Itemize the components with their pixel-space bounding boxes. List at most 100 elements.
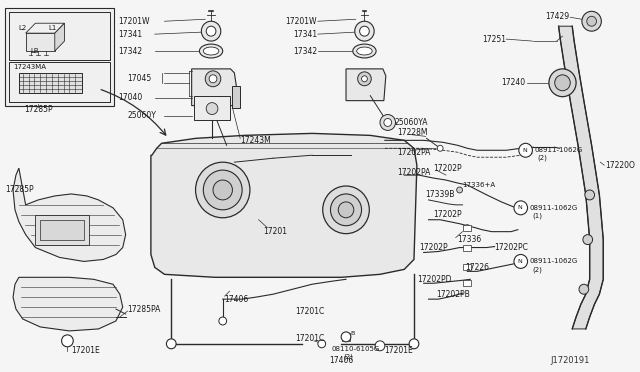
Ellipse shape: [200, 44, 223, 58]
Text: 17285PA: 17285PA: [127, 305, 161, 314]
Circle shape: [196, 162, 250, 218]
Text: 17201W: 17201W: [118, 17, 149, 26]
Bar: [463, 264, 471, 270]
Circle shape: [202, 21, 221, 41]
Text: 17045: 17045: [127, 74, 152, 83]
Text: (2): (2): [532, 266, 542, 273]
Text: LB: LB: [31, 48, 39, 54]
Circle shape: [61, 335, 73, 347]
Text: N: N: [522, 148, 527, 153]
Text: 08911-1062G: 08911-1062G: [529, 259, 578, 264]
Text: 17202PB: 17202PB: [436, 290, 470, 299]
Text: 17202P: 17202P: [419, 243, 447, 252]
Text: 25060YA: 25060YA: [394, 118, 428, 127]
Ellipse shape: [353, 44, 376, 58]
Text: L2: L2: [19, 25, 27, 31]
Ellipse shape: [356, 47, 372, 55]
Text: N: N: [517, 259, 522, 264]
Polygon shape: [194, 96, 230, 121]
Text: 17201: 17201: [264, 227, 287, 236]
Text: 17341: 17341: [292, 30, 317, 39]
Circle shape: [380, 115, 396, 131]
Text: (1): (1): [532, 212, 543, 219]
Text: 17342: 17342: [118, 46, 142, 55]
Polygon shape: [13, 277, 123, 331]
Polygon shape: [26, 33, 55, 51]
Text: 17202P: 17202P: [433, 164, 462, 173]
Circle shape: [549, 69, 576, 97]
Text: 17201E: 17201E: [71, 346, 100, 355]
Text: 17336+A: 17336+A: [463, 182, 495, 188]
Circle shape: [360, 26, 369, 36]
Text: B: B: [351, 331, 355, 336]
Text: J1720191: J1720191: [550, 356, 589, 365]
Circle shape: [323, 186, 369, 234]
Text: 17243M: 17243M: [240, 136, 271, 145]
Text: 17220O: 17220O: [605, 161, 635, 170]
Circle shape: [585, 190, 595, 200]
Polygon shape: [13, 168, 125, 262]
Circle shape: [583, 235, 593, 244]
Circle shape: [465, 225, 470, 231]
Text: 17040: 17040: [118, 93, 142, 102]
Text: (2): (2): [343, 353, 353, 360]
Text: 17202P: 17202P: [433, 210, 462, 219]
Text: 17202PC: 17202PC: [495, 243, 529, 252]
Circle shape: [205, 71, 221, 87]
Text: 17406: 17406: [330, 356, 354, 365]
Text: 17226: 17226: [465, 263, 490, 272]
Circle shape: [514, 254, 527, 268]
Circle shape: [555, 75, 570, 91]
Text: 08911-1062G: 08911-1062G: [529, 205, 578, 211]
Text: 17201W: 17201W: [285, 17, 317, 26]
Circle shape: [206, 26, 216, 36]
Polygon shape: [55, 23, 65, 51]
Circle shape: [358, 72, 371, 86]
Bar: [9, 62, 110, 102]
Bar: [463, 225, 471, 231]
Text: 17243MA: 17243MA: [13, 64, 46, 70]
Text: 17240: 17240: [502, 78, 525, 87]
Text: 17201E: 17201E: [384, 346, 413, 355]
Circle shape: [318, 340, 326, 348]
Circle shape: [582, 11, 602, 31]
Circle shape: [457, 187, 463, 193]
Circle shape: [213, 180, 232, 200]
Text: 08110-6105G: 08110-6105G: [332, 346, 380, 352]
Text: 17342: 17342: [292, 46, 317, 55]
Text: 17285P: 17285P: [5, 186, 34, 195]
Text: 17336: 17336: [458, 235, 482, 244]
Circle shape: [219, 317, 227, 325]
Text: 17202PA: 17202PA: [397, 168, 431, 177]
Circle shape: [587, 16, 596, 26]
Circle shape: [514, 201, 527, 215]
Ellipse shape: [204, 47, 219, 55]
Circle shape: [330, 194, 362, 226]
Bar: [342, 333, 350, 341]
Circle shape: [341, 332, 351, 342]
Polygon shape: [559, 26, 604, 329]
Bar: [19, 73, 82, 93]
Circle shape: [166, 339, 176, 349]
Text: 25060Y: 25060Y: [127, 111, 156, 120]
Circle shape: [519, 143, 532, 157]
Bar: [40, 220, 84, 240]
Bar: [463, 244, 471, 250]
Text: 17202PD: 17202PD: [417, 275, 451, 284]
Text: 17429: 17429: [545, 12, 570, 21]
Text: 08911-1062G: 08911-1062G: [534, 147, 582, 153]
Bar: [232, 86, 240, 108]
Text: N: N: [517, 205, 522, 210]
Text: 17341: 17341: [118, 30, 142, 39]
Circle shape: [355, 21, 374, 41]
Text: (2): (2): [537, 155, 547, 161]
Text: L1: L1: [48, 25, 56, 31]
Text: 17202PA: 17202PA: [397, 148, 431, 157]
Circle shape: [206, 103, 218, 115]
Text: 17201C: 17201C: [296, 307, 324, 315]
Bar: [9, 12, 110, 60]
Text: 17339B: 17339B: [426, 190, 455, 199]
Text: 17251: 17251: [482, 35, 506, 44]
Circle shape: [362, 76, 367, 82]
Text: 17285P: 17285P: [24, 105, 52, 114]
